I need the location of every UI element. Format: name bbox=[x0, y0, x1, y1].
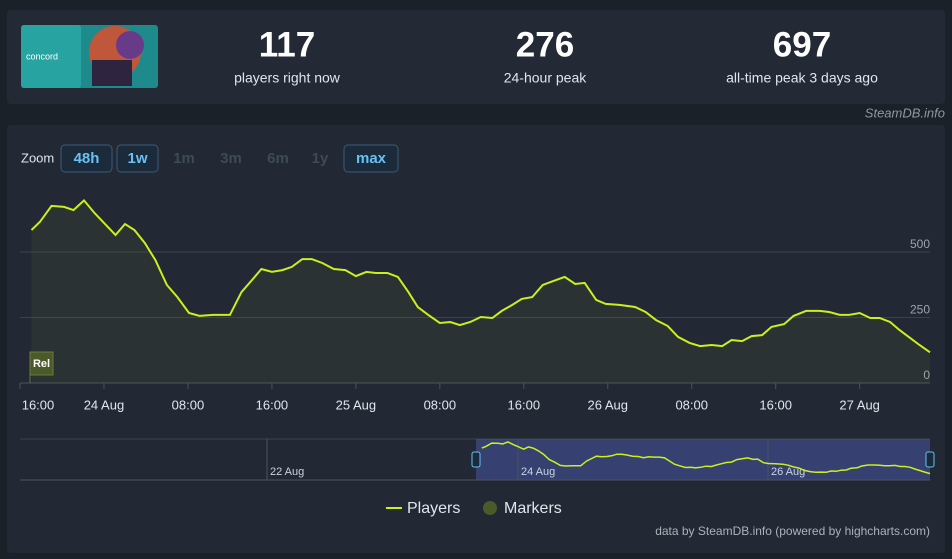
navigator-selection bbox=[476, 439, 930, 480]
zoom-button-bg[interactable] bbox=[60, 144, 113, 173]
zoom-button-bg[interactable] bbox=[343, 144, 399, 173]
stat-value: 697 bbox=[773, 25, 831, 64]
stat-label: 24-hour peak bbox=[504, 70, 588, 86]
zoom-button[interactable]: 48h bbox=[74, 150, 100, 167]
navigator-handle[interactable] bbox=[471, 451, 481, 468]
x-tick-label: 27 Aug bbox=[839, 397, 880, 412]
x-tick-label: 16:00 bbox=[759, 397, 792, 412]
x-tick-label: 08:00 bbox=[675, 397, 708, 412]
stat-label: all-time peak 3 days ago bbox=[726, 70, 878, 86]
chart-panel bbox=[7, 125, 945, 553]
legend-label[interactable]: Players bbox=[407, 500, 460, 517]
navigator-line bbox=[481, 441, 931, 475]
x-tick-label: 16:00 bbox=[256, 397, 289, 412]
legend-label[interactable]: Markers bbox=[504, 500, 562, 517]
series-line bbox=[30, 198, 931, 354]
game-logo: concord bbox=[26, 51, 58, 61]
zoom-button[interactable]: max bbox=[356, 150, 387, 167]
stat-label: players right now bbox=[234, 70, 341, 86]
stat-value: 276 bbox=[516, 25, 574, 64]
y-tick-label: 250 bbox=[910, 303, 930, 317]
x-tick-label: 16:00 bbox=[508, 397, 541, 412]
zoom-button[interactable]: 6m bbox=[267, 150, 289, 167]
footer[interactable]: data by SteamDB.info (powered by highcha… bbox=[655, 524, 930, 538]
chart: 0 250 500 16:00 24 Aug 08:00 16:00 25 Aug 08:00 1… bbox=[19, 198, 935, 517]
game-image: concord bbox=[21, 25, 158, 88]
zoom-button[interactable]: 3m bbox=[220, 150, 242, 167]
x-tick-label: 16:00 bbox=[22, 397, 55, 412]
zoom-button[interactable]: 1m bbox=[173, 150, 195, 167]
stat-value: 117 bbox=[259, 25, 315, 64]
x-tick-label: 08:00 bbox=[424, 397, 457, 412]
navigator-label: 24 Aug bbox=[521, 466, 555, 478]
navigator-label: 26 Aug bbox=[771, 466, 805, 478]
y-tick-label: 500 bbox=[910, 237, 930, 251]
zoom-buttons: 48h 1w 1m 3m 6m 1y max bbox=[60, 144, 399, 173]
y-tick-label: 0 bbox=[923, 368, 930, 382]
series-area bbox=[31, 200, 930, 383]
legend-symbol bbox=[483, 501, 497, 515]
credit[interactable]: SteamDB.info bbox=[865, 105, 945, 120]
zoom-button[interactable]: 1w bbox=[127, 150, 147, 167]
x-tick-label: 08:00 bbox=[172, 397, 205, 412]
zoom-button-bg[interactable] bbox=[116, 144, 159, 173]
x-tick-label: 24 Aug bbox=[84, 397, 125, 412]
x-tick-label: 26 Aug bbox=[588, 397, 629, 412]
navigator-label: 22 Aug bbox=[270, 466, 304, 478]
x-tick-label: 25 Aug bbox=[336, 397, 377, 412]
zoom-button[interactable]: 1y bbox=[312, 150, 329, 167]
marker-flag[interactable] bbox=[29, 351, 54, 376]
stats-panel bbox=[7, 10, 945, 104]
marker-flag-label: Rel bbox=[33, 358, 50, 370]
navigator-handle[interactable] bbox=[925, 451, 935, 468]
zoom-label: Zoom bbox=[21, 150, 54, 165]
